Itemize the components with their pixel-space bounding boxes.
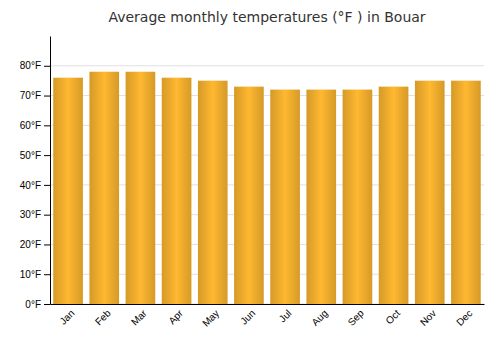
y-tick-mark — [44, 274, 50, 275]
y-tick: 60°F — [20, 120, 50, 131]
x-tick-label: Sep — [346, 307, 367, 328]
chart: 0°F 10°F 20°F 30°F 40°F 50°F 60°F 70°F 80°F Jan Fe… — [0, 0, 500, 350]
x-tick-label: May — [200, 308, 221, 329]
grid — [50, 66, 484, 304]
bar — [198, 81, 228, 304]
x-tick-label: Dec — [454, 308, 474, 328]
y-tick: 80°F — [20, 60, 50, 71]
y-tick-label: 20°F — [20, 239, 41, 250]
y-tick-label: 70°F — [20, 90, 41, 101]
grid-line — [50, 65, 484, 66]
x-tick-label: Jun — [238, 308, 257, 327]
bar — [379, 87, 409, 304]
bar — [53, 78, 83, 304]
x-tick-label: Aug — [309, 308, 329, 328]
bar — [89, 72, 119, 304]
x-tick: Nov — [418, 304, 438, 328]
y-tick-mark — [44, 304, 50, 305]
x-tick: May — [200, 304, 221, 329]
y-tick: 50°F — [20, 150, 50, 161]
x-tick-label: Apr — [166, 307, 185, 326]
x-axis-line — [51, 304, 485, 305]
x-tick: Aug — [309, 304, 329, 328]
y-tick-label: 10°F — [20, 269, 41, 280]
x-tick: Jan — [57, 304, 76, 327]
x-tick: Sep — [346, 304, 367, 328]
y-tick: 70°F — [20, 90, 50, 101]
y-tick: 40°F — [20, 180, 50, 191]
y-tick-label: 0°F — [25, 299, 41, 310]
x-tick-label: Nov — [418, 308, 438, 328]
y-axis: 0°F 10°F 20°F 30°F 40°F 50°F 60°F 70°F 80°F — [20, 37, 51, 310]
x-tick: Dec — [454, 304, 474, 328]
y-tick: 30°F — [20, 209, 50, 220]
y-tick-mark — [44, 244, 50, 245]
y-tick-label: 80°F — [20, 60, 41, 71]
x-tick: Oct — [383, 304, 402, 326]
x-tick: Jun — [238, 304, 257, 327]
plot: 0°F 10°F 20°F 30°F 40°F 50°F 60°F 70°F 80°F Jan Fe… — [20, 37, 485, 329]
y-tick: 0°F — [25, 299, 50, 310]
bar — [343, 90, 373, 304]
y-tick-mark — [44, 185, 50, 186]
y-tick-mark — [44, 96, 50, 97]
x-tick-label: Feb — [93, 307, 113, 327]
bar — [270, 90, 300, 304]
x-tick: Mar — [129, 304, 149, 328]
bar — [234, 87, 264, 304]
y-tick-label: 60°F — [20, 120, 41, 131]
bars — [53, 72, 480, 304]
bar — [126, 72, 156, 304]
y-tick: 20°F — [20, 239, 50, 250]
x-tick: Feb — [93, 304, 113, 328]
x-tick-label: Jan — [57, 308, 76, 327]
y-tick-mark — [44, 125, 50, 126]
y-tick-label: 30°F — [20, 209, 41, 220]
x-tick: Jul — [277, 304, 294, 324]
bar — [451, 81, 481, 304]
bar — [415, 81, 445, 304]
y-tick-label: 50°F — [20, 150, 41, 161]
y-tick-mark — [44, 66, 50, 67]
x-tick-label: Mar — [129, 307, 149, 327]
y-tick-label: 40°F — [20, 180, 41, 191]
bar — [306, 90, 336, 304]
title: Average monthly temperatures (°F ) in Bo… — [108, 9, 425, 25]
x-tick: Apr — [166, 304, 185, 326]
x-tick-label: Oct — [383, 307, 402, 326]
y-tick-mark — [44, 155, 50, 156]
y-axis-line — [50, 37, 51, 305]
x-axis: Jan Feb Mar Apr May Jun Jul Aug Sep Oct Nov Dec — [51, 304, 485, 329]
y-tick-mark — [44, 215, 50, 216]
x-tick-label: Jul — [277, 308, 294, 325]
bar — [162, 78, 192, 304]
y-tick: 10°F — [20, 269, 50, 280]
